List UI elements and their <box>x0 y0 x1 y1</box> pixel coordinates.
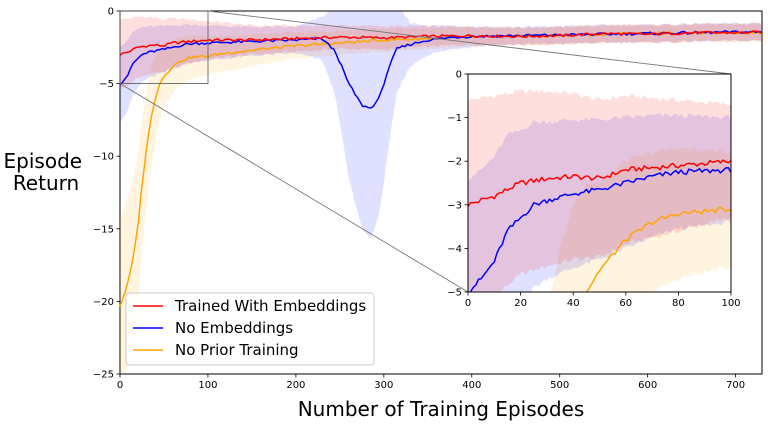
main-y-tick-label: −10 <box>93 152 114 163</box>
main-x-tick-label: 300 <box>374 380 393 391</box>
main-lines <box>119 30 762 307</box>
inset-x-tick-label: 0 <box>465 298 471 309</box>
main-x-tick-label: 700 <box>726 380 745 391</box>
inset-x-tick-label: 100 <box>721 298 740 309</box>
zoom-connector-bottom <box>119 83 469 293</box>
legend-label-no-embeddings: No Embeddings <box>175 319 293 337</box>
main-x-tick-label: 500 <box>550 380 569 391</box>
main-y-tick-label: −20 <box>93 297 114 308</box>
inset-y-tick-label: −5 <box>447 288 462 299</box>
y-axis-title-line-2: Return <box>13 171 79 195</box>
legend-label-no-prior-training: No Prior Training <box>175 341 299 359</box>
main-y-tick-label: −15 <box>93 224 114 235</box>
line-trained-with-embeddings <box>119 30 762 56</box>
inset-x-tick-label: 80 <box>672 298 685 309</box>
inset-x-tick-label: 60 <box>619 298 632 309</box>
band-no-prior-training <box>120 22 762 374</box>
main-x-tick-label: 0 <box>117 380 123 391</box>
legend: Trained With Embeddings No Embeddings No… <box>125 292 375 366</box>
y-axis-title-line-1: Episode <box>4 149 83 173</box>
zoom-region-box <box>119 10 209 84</box>
inset-x-tick-label: 40 <box>567 298 580 309</box>
line-no-embeddings <box>469 166 732 293</box>
main-y-tick-label: −5 <box>99 79 114 90</box>
main-x-tick-label: 600 <box>638 380 657 391</box>
band-no-prior-training <box>468 147 731 292</box>
main-y-tick-label: 0 <box>108 7 114 18</box>
inset-y-tick-label: −3 <box>447 200 462 211</box>
legend-box <box>125 292 375 366</box>
main-plot-frame <box>119 10 763 375</box>
inset-x-tick-label: 20 <box>514 298 527 309</box>
inset-y-tick-label: −4 <box>447 244 462 255</box>
main-y-tick-label: −25 <box>93 370 114 381</box>
y-axis-title: Episode Return <box>4 149 89 195</box>
legend-label-trained: Trained With Embeddings <box>174 297 366 315</box>
line-no-embeddings <box>119 30 762 109</box>
main-x-tick-label: 100 <box>198 380 217 391</box>
x-axis-title: Number of Training Episodes <box>298 397 585 421</box>
band-trained-with-embeddings <box>468 89 731 292</box>
main-x-tick-label: 200 <box>286 380 305 391</box>
line-no-prior-training <box>585 206 732 293</box>
inset-frame <box>467 73 732 293</box>
band-no-embeddings <box>468 113 731 293</box>
inset-y-tick-label: −1 <box>447 113 462 124</box>
inset-ticks: 0 20 40 60 80 100 0 −1 −2 −3 −4 −5 <box>447 70 740 310</box>
inset-y-tick-label: 0 <box>456 70 462 81</box>
inset-bands <box>468 89 731 293</box>
inset-background <box>468 74 731 292</box>
inset-y-tick-label: −2 <box>447 157 462 168</box>
inset-lines <box>467 159 732 293</box>
line-trained-with-embeddings <box>467 159 732 207</box>
zoom-connector-top <box>207 10 732 75</box>
main-x-tick-label: 400 <box>462 380 481 391</box>
